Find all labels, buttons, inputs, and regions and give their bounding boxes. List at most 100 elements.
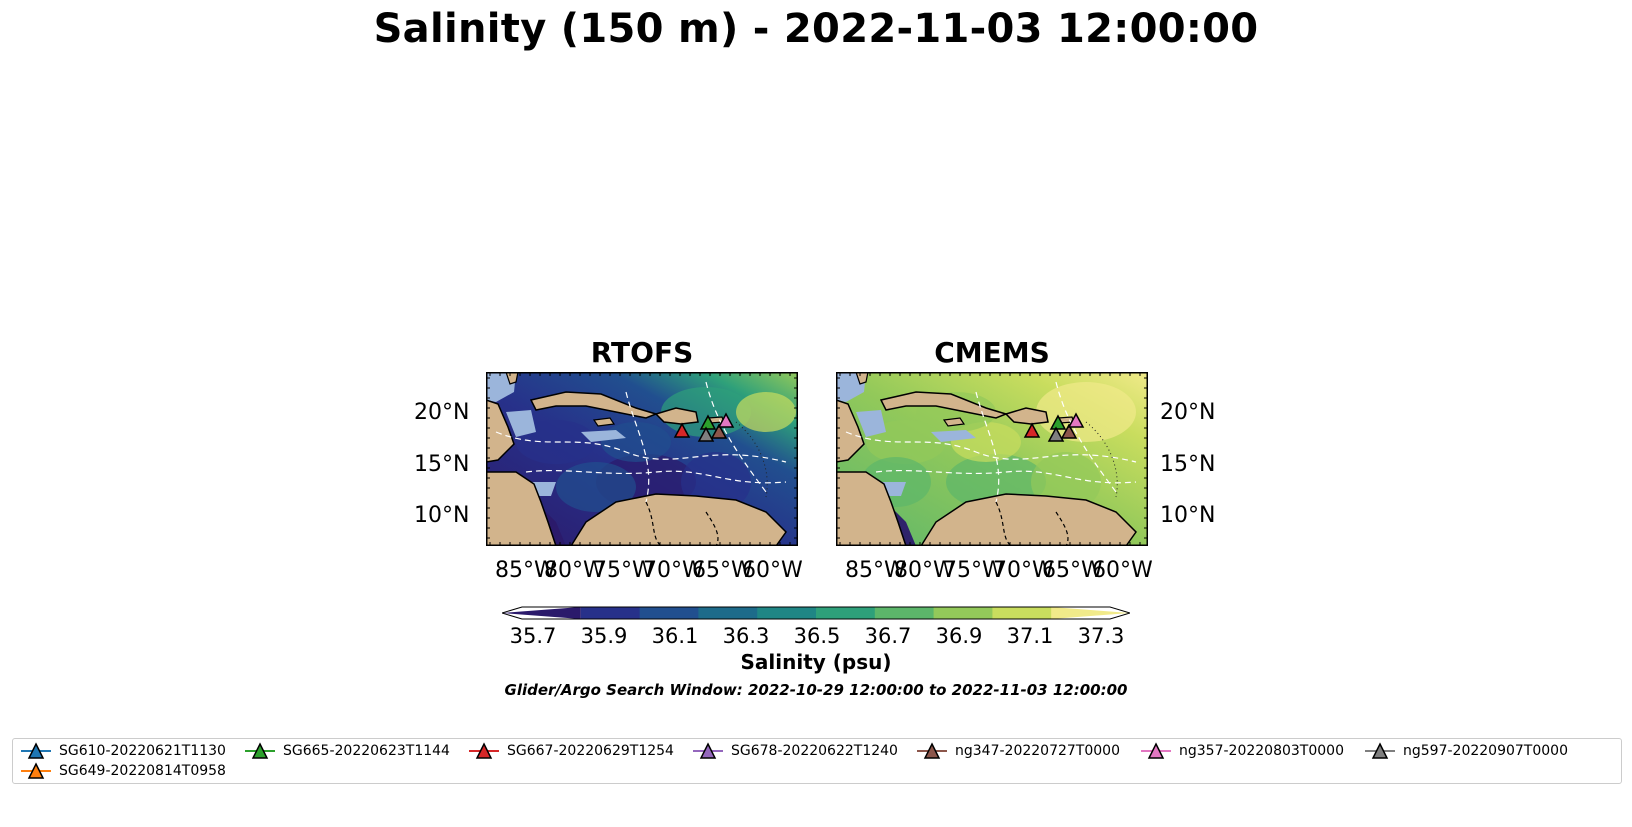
lon-label-80w-rtofs: 80°W <box>544 558 605 583</box>
colorbar-tick-36-3: 36.3 <box>722 624 770 648</box>
colorbar-tick-36-1: 36.1 <box>651 624 699 648</box>
colorbar-tick-35-9: 35.9 <box>580 624 628 648</box>
map-frame <box>836 372 1148 546</box>
lon-label-80w-cmems: 80°W <box>894 558 955 583</box>
triangle-marker-icon <box>917 742 947 759</box>
legend-label: SG667-20220629T1254 <box>507 743 674 759</box>
triangle-marker-icon <box>21 742 51 759</box>
salinity-colorbar <box>502 606 1130 620</box>
legend-label: SG665-20220623T1144 <box>283 743 450 759</box>
colorbar-segment <box>580 607 641 619</box>
legend-label: ng597-20220907T0000 <box>1403 743 1568 759</box>
colorbar-tick-36-5: 36.5 <box>793 624 841 648</box>
triangle-marker-icon <box>1141 742 1171 759</box>
yucatan-land <box>486 399 515 463</box>
legend-item: SG678-20220622T1240 <box>693 741 898 761</box>
florida-land <box>855 372 869 385</box>
colorbar-outline <box>502 606 1130 620</box>
eez-boundary <box>625 391 650 503</box>
lat-label-20n-left: 20°N <box>414 400 470 425</box>
south-america-land <box>570 493 787 546</box>
eez-boundary <box>1055 381 1117 493</box>
triangle-marker-icon <box>245 742 275 759</box>
hispaniola-land <box>1004 407 1049 425</box>
colorbar-segment <box>1051 607 1130 619</box>
lat-label-10n-right: 10°N <box>1160 503 1216 528</box>
lon-label-60w-rtofs: 60°W <box>742 558 803 583</box>
colorbar-segment <box>502 607 581 619</box>
triangle-marker-icon <box>469 742 499 759</box>
legend-item: SG610-20220621T1130 <box>21 741 226 761</box>
legend-item: ng347-20220727T0000 <box>917 741 1120 761</box>
eez-boundary <box>975 391 1000 503</box>
glider-marker <box>1049 414 1067 430</box>
colorbar-segment <box>992 607 1052 619</box>
glider-marker <box>1023 422 1041 438</box>
salinity-eddy <box>736 392 796 432</box>
eez-boundary <box>845 431 1137 463</box>
lesser-antilles-dots <box>735 421 768 498</box>
colorbar-tick-37-1: 37.1 <box>1006 624 1054 648</box>
shelf-area <box>506 410 536 437</box>
lon-label-70w-cmems: 70°W <box>993 558 1054 583</box>
legend: SG610-20220621T1130 SG649-20220814T0958 … <box>12 738 1622 784</box>
glider-marker <box>1067 412 1085 428</box>
florida-land <box>505 372 519 385</box>
lon-label-75w-cmems: 75°W <box>943 558 1004 583</box>
land-border <box>995 501 1012 546</box>
lon-label-85w-rtofs: 85°W <box>495 558 556 583</box>
land-border <box>705 511 719 546</box>
colorbar-segment <box>757 607 817 619</box>
lon-label-70w-rtofs: 70°W <box>643 558 704 583</box>
land-border <box>645 501 662 546</box>
lon-label-65w-rtofs: 65°W <box>692 558 753 583</box>
salinity-eddy <box>1036 382 1136 442</box>
jamaica-land <box>942 417 966 427</box>
shelf-area <box>856 410 886 437</box>
colorbar-segment <box>874 607 935 619</box>
salinity-eddy <box>556 462 636 512</box>
shelf-area <box>581 430 626 442</box>
hispaniola-land <box>654 407 699 425</box>
colorbar-tick-37-3: 37.3 <box>1077 624 1125 648</box>
central-america-land <box>486 471 557 546</box>
legend-item: SG667-20220629T1254 <box>469 741 674 761</box>
legend-label: ng347-20220727T0000 <box>955 743 1120 759</box>
lon-label-75w-rtofs: 75°W <box>593 558 654 583</box>
land-border <box>1055 511 1069 546</box>
legend-label: ng357-20220803T0000 <box>1179 743 1344 759</box>
eez-boundary <box>705 381 767 493</box>
glider-marker <box>1047 426 1065 442</box>
colorbar-tick-35-7: 35.7 <box>509 624 557 648</box>
figure-title: Salinity (150 m) - 2022-11-03 12:00:00 <box>373 6 1259 52</box>
lat-label-20n-right: 20°N <box>1160 400 1216 425</box>
legend-label: SG610-20220621T1130 <box>59 743 226 759</box>
panel-title-rtofs: RTOFS <box>590 336 694 369</box>
legend-item: ng597-20220907T0000 <box>1365 741 1568 761</box>
eez-boundary <box>525 469 787 484</box>
map-frame <box>486 372 798 546</box>
colorbar-segment <box>639 607 699 619</box>
colorbar-tick-36-7: 36.7 <box>864 624 912 648</box>
glider-marker <box>1060 423 1078 439</box>
search-window-note: Glider/Argo Search Window: 2022-10-29 12… <box>504 681 1128 699</box>
lon-label-60w-cmems: 60°W <box>1092 558 1153 583</box>
legend-label: SG649-20220814T0958 <box>59 763 226 779</box>
glider-marker <box>697 426 715 442</box>
triangle-marker-icon <box>693 742 723 759</box>
legend-item: SG649-20220814T0958 <box>21 761 226 781</box>
lesser-antilles-dots <box>1085 421 1118 498</box>
panel-title-cmems: CMEMS <box>934 336 1050 369</box>
legend-item: SG665-20220623T1144 <box>245 741 450 761</box>
lon-label-85w-cmems: 85°W <box>845 558 906 583</box>
legend-item: ng357-20220803T0000 <box>1141 741 1344 761</box>
yucatan-land <box>836 399 865 463</box>
colorbar-segment <box>698 607 758 619</box>
triangle-marker-icon <box>21 762 51 779</box>
triangle-marker-icon <box>1365 742 1395 759</box>
shelf-area <box>931 430 976 442</box>
eez-boundary <box>495 431 787 463</box>
colorbar-label: Salinity (psu) <box>740 650 892 674</box>
lon-label-65w-cmems: 65°W <box>1042 558 1103 583</box>
lat-label-15n-left: 15°N <box>414 452 470 477</box>
